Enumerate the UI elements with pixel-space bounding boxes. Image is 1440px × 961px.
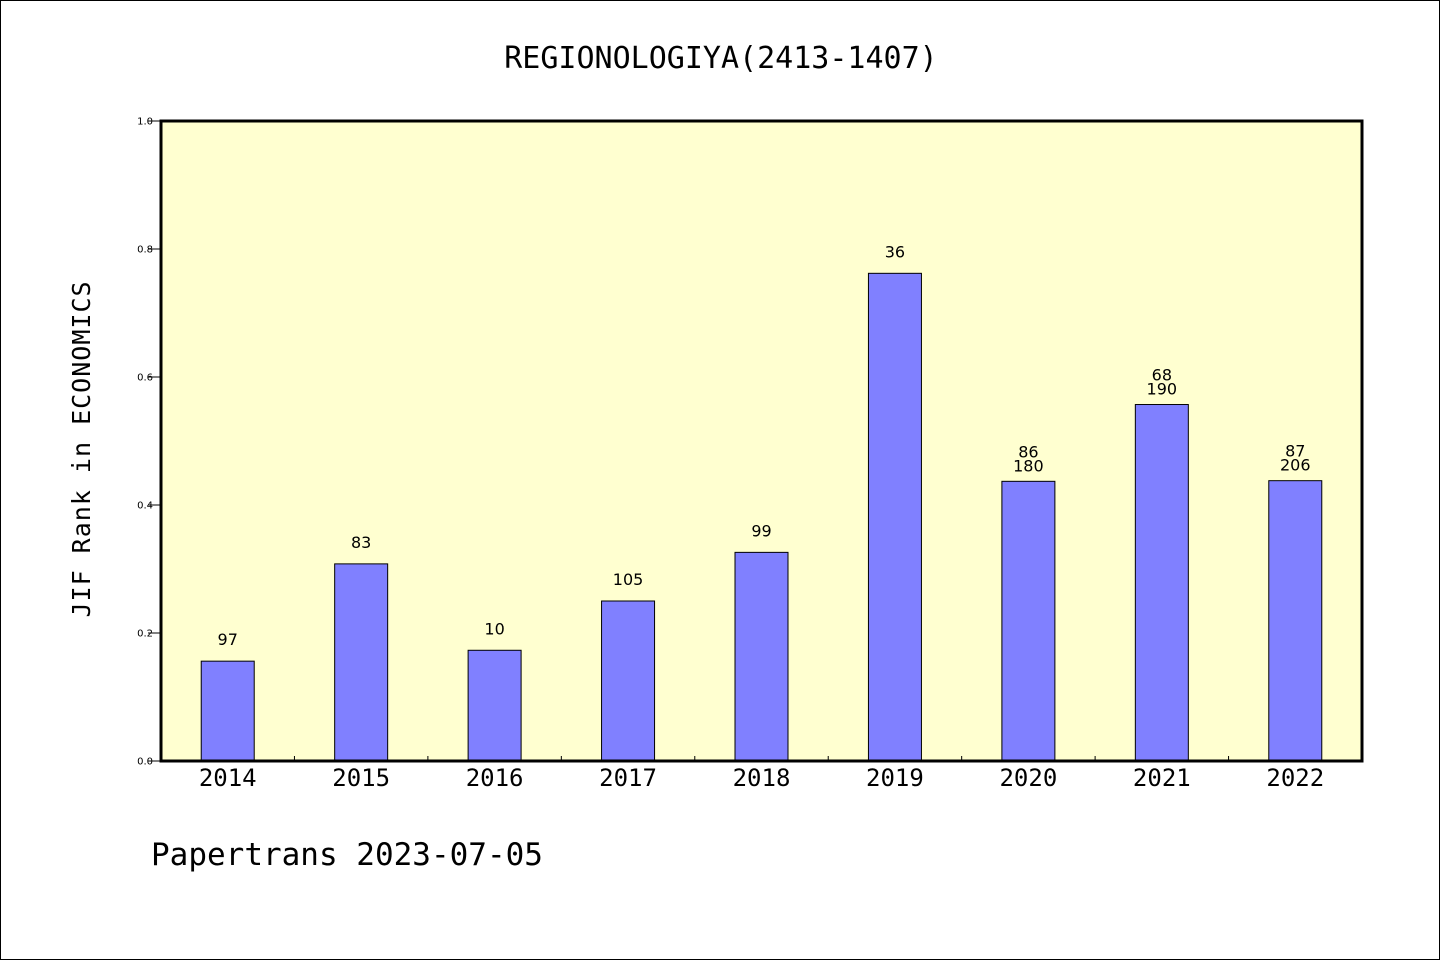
data-label: 36 (885, 242, 905, 261)
x-tick-label: 2017 (599, 764, 657, 792)
x-tick-label: 2018 (733, 764, 791, 792)
data-label: 10 (484, 619, 504, 638)
plot-border (159, 119, 1364, 763)
data-label: 105 (613, 570, 644, 589)
data-label: 190 (1147, 380, 1178, 399)
bar-2018 (734, 551, 789, 762)
bars (200, 272, 1323, 762)
y-tick-label: 0.0 (137, 757, 153, 768)
x-tick-label: 2016 (466, 764, 524, 792)
data-label: 206 (1280, 456, 1311, 475)
y-tick-label: 0.8 (137, 245, 153, 256)
y-axis-label: JIF Rank in ECONOMICS (67, 280, 96, 617)
x-tick-label: 2022 (1266, 764, 1324, 792)
bar-2017 (601, 600, 656, 762)
data-label: 97 (218, 630, 238, 649)
bar-2019 (867, 272, 922, 762)
chart-title: REGIONOLOGIYA(2413-1407) (504, 41, 937, 76)
x-tick-labels: 2014 2015 2016 2017 2018 2019 2020 2021 2022 (199, 764, 1324, 792)
bar-2022 (1268, 480, 1323, 762)
data-label: 86 (1018, 442, 1038, 461)
x-tick-label: 2014 (199, 764, 257, 792)
data-label: 87 (1285, 442, 1305, 461)
y-tick-label: 0.2 (137, 629, 153, 640)
x-tick-label: 2021 (1133, 764, 1191, 792)
data-label: 180 (1013, 456, 1044, 475)
data-label: 99 (751, 521, 771, 540)
y-tick-labels: 0.0 0.2 0.4 0.6 0.8 1.0 (137, 117, 153, 768)
bar-2020 (1001, 480, 1056, 762)
footer-credit: Papertrans 2023-07-05 (151, 837, 543, 873)
x-tick-label: 2015 (332, 764, 390, 792)
x-tick-label: 2019 (866, 764, 924, 792)
y-tick-label: 1.0 (137, 117, 153, 128)
data-label: 68 (1152, 366, 1172, 385)
y-tick-label: 0.4 (137, 501, 153, 512)
data-label: 83 (351, 533, 371, 552)
y-tick-label: 0.6 (137, 373, 153, 384)
x-tick-label: 2020 (999, 764, 1057, 792)
bar-2015 (334, 563, 389, 762)
bar-2016 (467, 649, 522, 762)
bar-2021 (1134, 404, 1189, 762)
bar-2014 (200, 660, 255, 762)
